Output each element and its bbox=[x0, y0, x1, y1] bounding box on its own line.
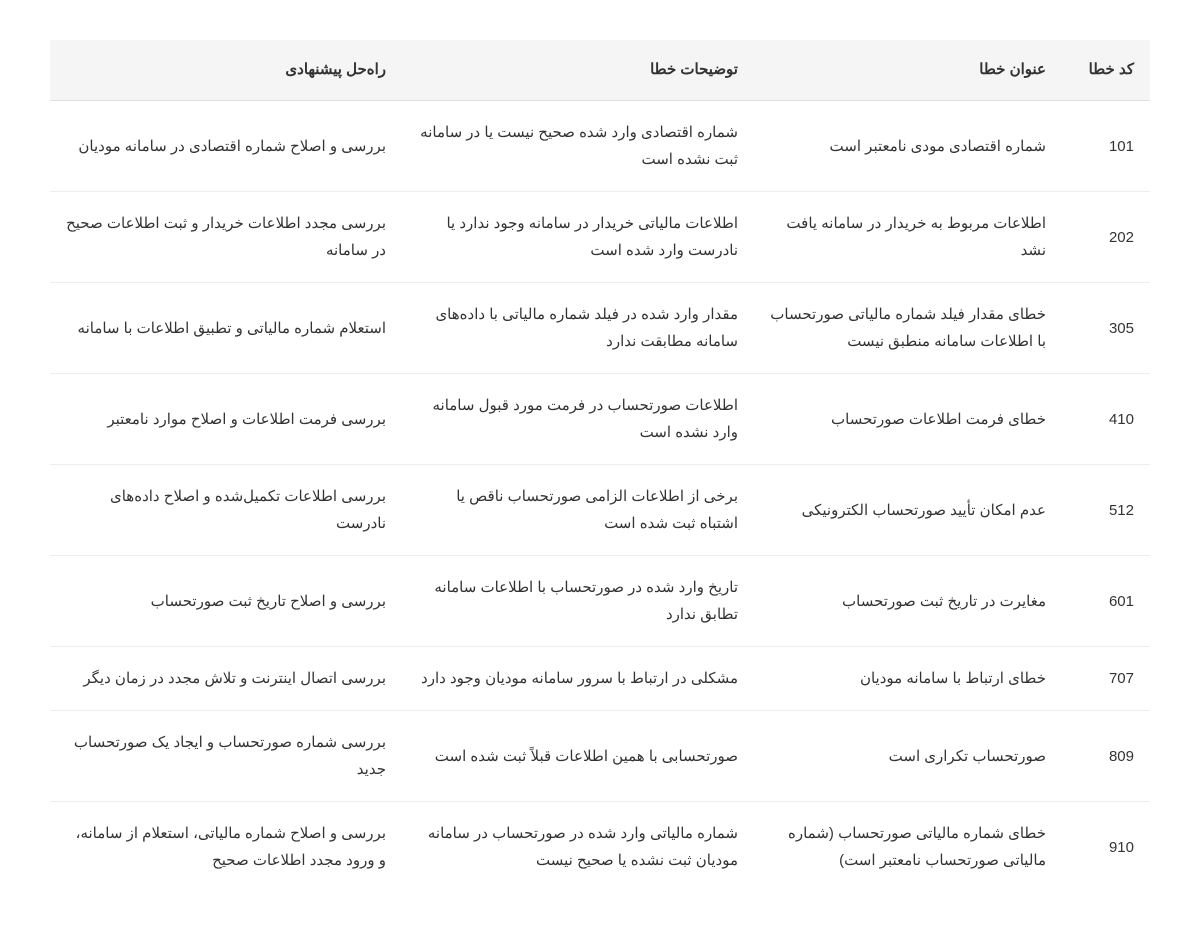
cell-solution: بررسی و اصلاح تاریخ ثبت صورتحساب bbox=[50, 556, 402, 647]
header-solution: راه‌حل پیشنهادی bbox=[50, 40, 402, 101]
table-row: 305 خطای مقدار فیلد شماره مالیاتی صورتحس… bbox=[50, 283, 1150, 374]
header-description: توضیحات خطا bbox=[402, 40, 754, 101]
cell-description: مقدار وارد شده در فیلد شماره مالیاتی با … bbox=[402, 283, 754, 374]
cell-solution: بررسی اطلاعات تکمیل‌شده و اصلاح داده‌های… bbox=[50, 465, 402, 556]
cell-title: مغایرت در تاریخ ثبت صورتحساب bbox=[754, 556, 1062, 647]
cell-solution: بررسی فرمت اطلاعات و اصلاح موارد نامعتبر bbox=[50, 374, 402, 465]
cell-description: برخی از اطلاعات الزامی صورتحساب ناقص یا … bbox=[402, 465, 754, 556]
cell-code: 707 bbox=[1062, 647, 1150, 711]
table-row: 202 اطلاعات مربوط به خریدار در سامانه یا… bbox=[50, 192, 1150, 283]
cell-solution: بررسی اتصال اینترنت و تلاش مجدد در زمان … bbox=[50, 647, 402, 711]
cell-description: اطلاعات صورتحساب در فرمت مورد قبول سامان… bbox=[402, 374, 754, 465]
cell-title: شماره اقتصادی مودی نامعتبر است bbox=[754, 101, 1062, 192]
cell-code: 101 bbox=[1062, 101, 1150, 192]
cell-solution: بررسی مجدد اطلاعات خریدار و ثبت اطلاعات … bbox=[50, 192, 402, 283]
cell-title: خطای مقدار فیلد شماره مالیاتی صورتحساب ب… bbox=[754, 283, 1062, 374]
cell-solution: بررسی و اصلاح شماره مالیاتی، استعلام از … bbox=[50, 802, 402, 893]
table-row: 809 صورتحساب تکراری است صورتحسابی با همی… bbox=[50, 711, 1150, 802]
table-row: 410 خطای فرمت اطلاعات صورتحساب اطلاعات ص… bbox=[50, 374, 1150, 465]
cell-title: خطای ارتباط با سامانه مودیان bbox=[754, 647, 1062, 711]
header-title: عنوان خطا bbox=[754, 40, 1062, 101]
table-row: 707 خطای ارتباط با سامانه مودیان مشکلی د… bbox=[50, 647, 1150, 711]
cell-code: 809 bbox=[1062, 711, 1150, 802]
cell-code: 410 bbox=[1062, 374, 1150, 465]
table-row: 512 عدم امکان تأیید صورتحساب الکترونیکی … bbox=[50, 465, 1150, 556]
cell-solution: استعلام شماره مالیاتی و تطبیق اطلاعات با… bbox=[50, 283, 402, 374]
cell-title: خطای فرمت اطلاعات صورتحساب bbox=[754, 374, 1062, 465]
cell-code: 305 bbox=[1062, 283, 1150, 374]
cell-code: 910 bbox=[1062, 802, 1150, 893]
error-codes-table: کد خطا عنوان خطا توضیحات خطا راه‌حل پیشن… bbox=[50, 40, 1150, 892]
cell-solution: بررسی و اصلاح شماره اقتصادی در سامانه مو… bbox=[50, 101, 402, 192]
cell-title: صورتحساب تکراری است bbox=[754, 711, 1062, 802]
cell-title: عدم امکان تأیید صورتحساب الکترونیکی bbox=[754, 465, 1062, 556]
cell-description: شماره مالیاتی وارد شده در صورتحساب در سا… bbox=[402, 802, 754, 893]
table-body: 101 شماره اقتصادی مودی نامعتبر است شماره… bbox=[50, 101, 1150, 893]
table-row: 601 مغایرت در تاریخ ثبت صورتحساب تاریخ و… bbox=[50, 556, 1150, 647]
cell-code: 202 bbox=[1062, 192, 1150, 283]
cell-description: مشکلی در ارتباط با سرور سامانه مودیان وج… bbox=[402, 647, 754, 711]
cell-code: 512 bbox=[1062, 465, 1150, 556]
cell-title: اطلاعات مربوط به خریدار در سامانه یافت ن… bbox=[754, 192, 1062, 283]
cell-description: تاریخ وارد شده در صورتحساب با اطلاعات سا… bbox=[402, 556, 754, 647]
cell-title: خطای شماره مالیاتی صورتحساب (شماره مالیا… bbox=[754, 802, 1062, 893]
header-code: کد خطا bbox=[1062, 40, 1150, 101]
table-header: کد خطا عنوان خطا توضیحات خطا راه‌حل پیشن… bbox=[50, 40, 1150, 101]
cell-description: اطلاعات مالیاتی خریدار در سامانه وجود ند… bbox=[402, 192, 754, 283]
cell-description: صورتحسابی با همین اطلاعات قبلاً ثبت شده … bbox=[402, 711, 754, 802]
table-row: 910 خطای شماره مالیاتی صورتحساب (شماره م… bbox=[50, 802, 1150, 893]
cell-code: 601 bbox=[1062, 556, 1150, 647]
table-row: 101 شماره اقتصادی مودی نامعتبر است شماره… bbox=[50, 101, 1150, 192]
cell-description: شماره اقتصادی وارد شده صحیح نیست یا در س… bbox=[402, 101, 754, 192]
cell-solution: بررسی شماره صورتحساب و ایجاد یک صورتحساب… bbox=[50, 711, 402, 802]
